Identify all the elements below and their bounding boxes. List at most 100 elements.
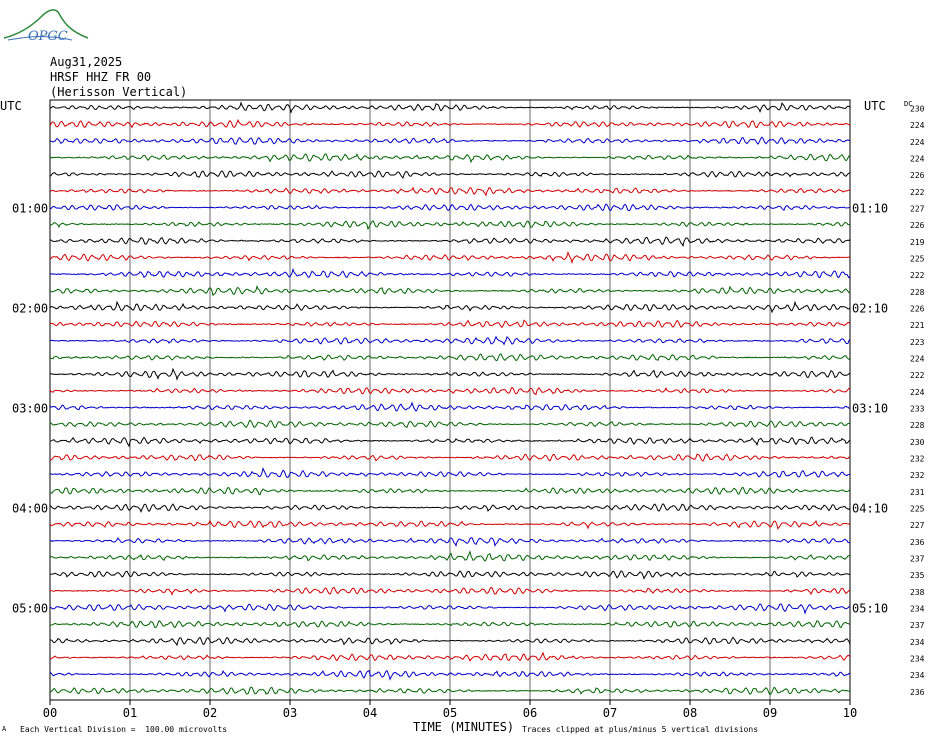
dc-value: 233 <box>910 405 925 414</box>
trace-10 <box>49 250 851 265</box>
dc-value: 230 <box>910 438 925 447</box>
left-time-label: 02:00 <box>12 302 48 316</box>
right-time-label: 05:10 <box>852 602 888 616</box>
trace-34 <box>49 651 851 662</box>
trace-20 <box>49 419 851 429</box>
dc-value: 227 <box>910 521 925 530</box>
dc-value: 225 <box>910 505 925 514</box>
dc-value: 236 <box>910 688 925 697</box>
dc-value: 237 <box>910 555 925 564</box>
x-axis-label: TIME (MINUTES) <box>413 720 515 734</box>
trace-27 <box>49 537 851 547</box>
dc-value: 234 <box>910 671 925 680</box>
trace-35 <box>49 669 851 681</box>
trace-2 <box>49 118 851 129</box>
trace-28 <box>49 550 851 562</box>
trace-15 <box>49 335 851 346</box>
right-time-label: 02:10 <box>852 302 888 316</box>
dc-value: 224 <box>910 155 925 164</box>
station-label: HRSF HHZ FR 00 <box>50 70 152 84</box>
trace-17 <box>49 367 851 381</box>
dc-value: 234 <box>910 638 925 647</box>
x-tick-label: 08 <box>683 706 697 720</box>
dc-value: 231 <box>910 488 925 497</box>
trace-32 <box>49 620 851 629</box>
dc-value: 225 <box>910 255 925 264</box>
trace-29 <box>49 570 851 580</box>
dc-value: 224 <box>910 388 925 397</box>
dc-value: 224 <box>910 138 925 147</box>
trace-21 <box>49 436 851 448</box>
dc-value: 222 <box>910 271 925 280</box>
dc-value: 223 <box>910 338 925 347</box>
trace-4 <box>49 153 851 164</box>
trace-33 <box>49 636 851 647</box>
dc-value: 230 <box>910 105 925 114</box>
dc-value: 224 <box>910 355 925 364</box>
left-time-label: 03:00 <box>12 402 48 416</box>
dc-value: 234 <box>910 655 925 664</box>
x-tick-label: 09 <box>763 706 777 720</box>
left-axis-title: UTC <box>0 99 22 113</box>
dc-value: 222 <box>910 188 925 197</box>
right-time-label: 03:10 <box>852 402 888 416</box>
trace-11 <box>49 267 851 279</box>
x-tick-label: 03 <box>283 706 297 720</box>
trace-5 <box>49 170 851 179</box>
x-tick-label: 07 <box>603 706 617 720</box>
dc-value: 226 <box>910 171 925 180</box>
left-time-label: 04:00 <box>12 502 48 516</box>
dc-value: 227 <box>910 205 925 214</box>
dc-value: 226 <box>910 221 925 230</box>
dc-value: 228 <box>910 421 925 430</box>
trace-8 <box>49 219 851 231</box>
left-time-label: 05:00 <box>12 602 48 616</box>
dc-value: 232 <box>910 455 925 464</box>
trace-18 <box>49 386 851 396</box>
trace-36 <box>49 686 851 696</box>
dc-value: 232 <box>910 471 925 480</box>
right-axis-title: UTC <box>864 99 886 113</box>
trace-19 <box>49 401 851 412</box>
trace-16 <box>49 353 851 362</box>
trace-25 <box>49 503 851 513</box>
x-tick-label: 02 <box>203 706 217 720</box>
corner-mark: A <box>2 725 7 733</box>
trace-9 <box>49 236 851 248</box>
scale-note: Each Vertical Division = 100.00 microvol… <box>20 725 228 734</box>
trace-30 <box>49 586 851 596</box>
location-label: (Herisson Vertical) <box>50 85 188 99</box>
trace-26 <box>49 519 851 530</box>
trace-22 <box>49 453 851 462</box>
trace-14 <box>49 319 851 329</box>
x-tick-label: 10 <box>843 706 857 720</box>
dc-value: 238 <box>910 588 925 597</box>
x-tick-label: 05 <box>443 706 457 720</box>
dc-title: DC <box>904 100 912 108</box>
x-tick-label: 06 <box>523 706 537 720</box>
dc-value: 235 <box>910 571 925 580</box>
logo-text: OPGC <box>28 29 68 44</box>
trace-13 <box>49 300 851 314</box>
dc-value: 221 <box>910 321 925 330</box>
dc-value: 226 <box>910 305 925 314</box>
trace-1 <box>49 101 851 114</box>
dc-value: 228 <box>910 288 925 297</box>
dc-value: 219 <box>910 238 925 247</box>
opgc-logo: OPGC <box>3 9 89 44</box>
trace-31 <box>49 603 851 615</box>
trace-3 <box>49 136 851 145</box>
x-tick-label: 01 <box>123 706 137 720</box>
dc-value: 236 <box>910 538 925 547</box>
dc-value: 237 <box>910 621 925 630</box>
clip-note: Traces clipped at plus/minus 5 vertical … <box>522 725 759 734</box>
dc-value: 222 <box>910 371 925 380</box>
trace-6 <box>49 186 851 197</box>
dc-value: 234 <box>910 605 925 614</box>
trace-7 <box>49 203 851 212</box>
x-tick-label: 00 <box>43 706 57 720</box>
right-time-label: 04:10 <box>852 502 888 516</box>
trace-23 <box>49 466 851 478</box>
dc-value: 224 <box>910 121 925 130</box>
